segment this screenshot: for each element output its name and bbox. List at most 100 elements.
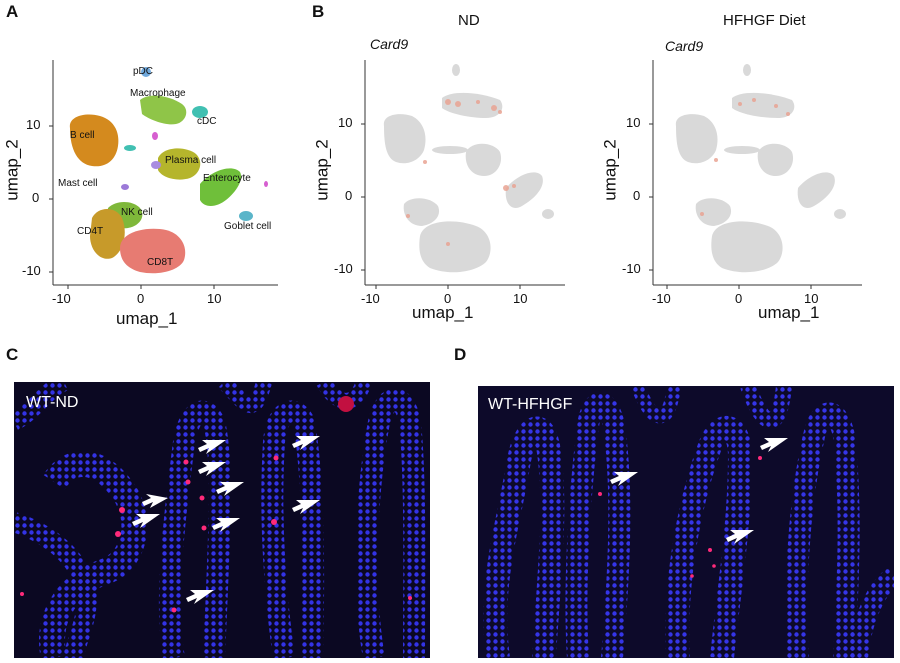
cell-region <box>675 114 718 164</box>
arrow-icon <box>198 440 226 454</box>
card9-positive-cells <box>700 98 790 216</box>
cluster-label-enterocyte: Enterocyte <box>203 173 251 184</box>
signal-dot <box>338 396 354 412</box>
cluster-enterocyte <box>200 168 242 206</box>
cluster-fragment <box>152 132 158 140</box>
y-tick-label: 10 <box>338 115 353 130</box>
villus <box>665 416 753 658</box>
signal-dot <box>271 519 277 525</box>
panel-label-b: B <box>312 2 325 21</box>
gene-label: Card9 <box>370 36 409 52</box>
x-tick-label: -10 <box>652 291 671 306</box>
villus <box>483 417 565 658</box>
cluster-blobs <box>69 67 268 274</box>
y-tick-label: 10 <box>626 115 641 130</box>
positive-cell <box>498 110 502 114</box>
cluster-b-cell <box>69 114 119 167</box>
cluster-label-b-cell: B cell <box>70 130 94 141</box>
y-tick-label: 0 <box>633 188 641 203</box>
signal-dot <box>598 492 602 496</box>
cell-region <box>711 221 783 273</box>
cell-region <box>757 143 794 176</box>
villus <box>740 386 792 429</box>
cell-region <box>724 146 760 154</box>
arrow-icon <box>292 500 320 514</box>
x-tick-label: 10 <box>207 291 222 306</box>
cluster-mast-cell <box>121 184 129 190</box>
cluster-cd4t <box>90 209 125 259</box>
feature-plot-hfhgf: HFHGF Diet Card9 10 0 <box>590 0 890 335</box>
umap-cluster-svg: pDC Macrophage cDC B cell Plasma cell En… <box>49 60 278 289</box>
signal-dot <box>185 479 191 485</box>
arrow-icon <box>132 514 160 528</box>
gene-label: Card9 <box>665 38 704 54</box>
arrow-icon <box>212 518 240 532</box>
background-cells <box>383 64 554 273</box>
positive-cell <box>512 184 516 188</box>
positive-cell <box>446 242 450 246</box>
cluster-label-cd4t: CD4T <box>77 226 103 237</box>
villus <box>14 382 69 431</box>
arrows <box>610 438 788 544</box>
arrow-icon <box>610 472 638 486</box>
panel-label-c: C <box>6 345 19 364</box>
micrograph-svg <box>483 386 894 658</box>
signal-dot <box>20 592 24 596</box>
signal-dot <box>273 455 279 461</box>
positive-cell <box>786 112 790 116</box>
y-tick-label: 10 <box>26 117 41 132</box>
feature-plot-title: HFHGF Diet <box>723 12 806 29</box>
signal-dot <box>708 548 712 552</box>
cluster-cdc <box>192 106 208 118</box>
feature-plot-svg <box>649 60 862 289</box>
arrow-icon <box>760 438 788 452</box>
signal-dot <box>183 459 189 465</box>
villus-epithelium <box>483 386 894 658</box>
villus-epithelium <box>14 382 426 658</box>
cell-region <box>452 64 460 76</box>
villus <box>785 402 860 658</box>
cluster-label-cdc: cDC <box>197 116 216 127</box>
micrograph-label: WT-ND <box>26 394 79 411</box>
signal-dot <box>199 495 205 501</box>
cell-region <box>505 172 543 208</box>
micrograph-wt-nd: WT-ND <box>14 382 430 658</box>
y-tick-label: -10 <box>622 261 641 276</box>
cell-region <box>797 172 835 208</box>
cell-region <box>442 92 503 118</box>
villus <box>631 386 681 424</box>
arrow-icon <box>216 482 244 496</box>
positive-cell <box>455 101 461 107</box>
positive-cell <box>445 99 451 105</box>
arrow-icon <box>142 494 168 508</box>
cell-region <box>695 198 732 226</box>
panel-label-a: A <box>6 2 19 21</box>
cluster-label-nk-cell: NK cell <box>121 207 153 218</box>
cell-region <box>383 114 426 164</box>
umap-cluster-plot: pDC Macrophage cDC B cell Plasma cell En… <box>0 0 300 335</box>
signal-dot <box>408 596 412 600</box>
x-tick-label: -10 <box>361 291 380 306</box>
villus <box>848 567 894 658</box>
cluster-label-pdc: pDC <box>133 66 153 77</box>
x-tick-label: 0 <box>137 291 145 306</box>
cluster-label-macrophage: Macrophage <box>130 88 186 99</box>
arrow-icon <box>198 462 226 476</box>
cell-region <box>419 221 491 273</box>
signal-dot <box>119 507 125 513</box>
arrow-icon <box>186 590 214 604</box>
signal-dot <box>171 607 177 613</box>
y-axis-title: umap_2 <box>600 139 620 201</box>
cluster-label-cd8t: CD8T <box>147 257 173 268</box>
x-axis-title: umap_1 <box>116 309 178 328</box>
villus <box>356 388 426 658</box>
positive-cell <box>476 100 480 104</box>
signal-dot <box>712 564 716 568</box>
panel-label-d: D <box>454 345 467 364</box>
cell-region <box>432 146 468 154</box>
y-axis-title: umap_2 <box>2 139 22 201</box>
positive-cell <box>503 185 509 191</box>
y-tick-label: 0 <box>32 190 40 205</box>
cell-region <box>732 92 795 118</box>
y-axis-title: umap_2 <box>312 139 332 201</box>
